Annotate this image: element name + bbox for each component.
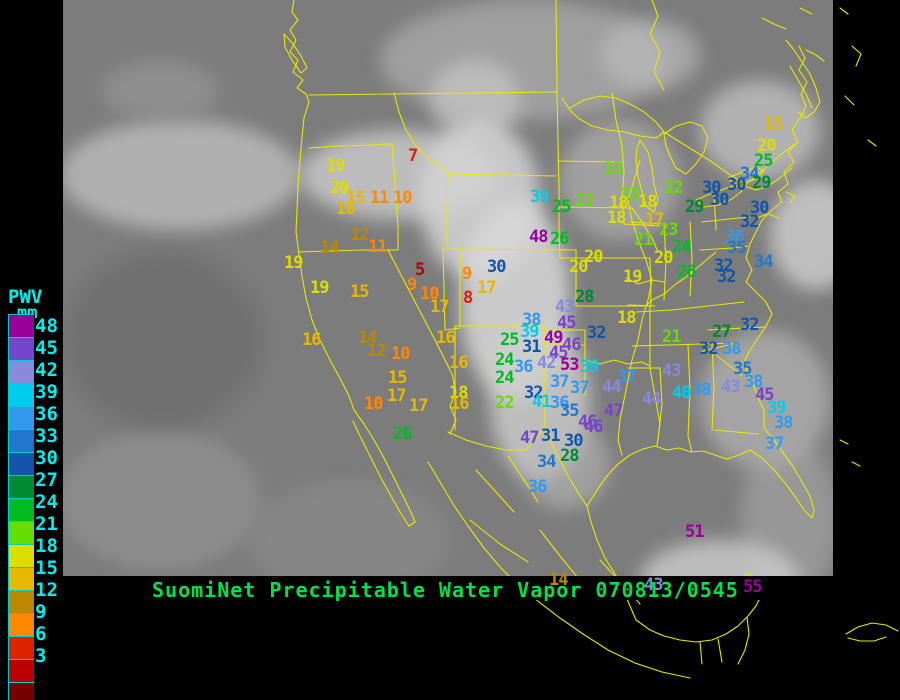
legend-swatch: [9, 567, 34, 590]
cloud-blob: [770, 180, 833, 290]
image-title: SuomiNet Precipitable Water Vapor 070813…: [152, 578, 739, 602]
legend-value-label: 30: [35, 447, 58, 469]
legend-swatch: [9, 682, 34, 700]
cloud-blob: [560, 120, 680, 240]
legend-value-label: 3: [35, 645, 47, 667]
cloud-blob: [63, 250, 263, 430]
legend-value-label: 18: [35, 535, 58, 557]
satellite-image: [63, 0, 833, 598]
cloud-blob: [520, 420, 610, 510]
yucatan-borders: [699, 616, 750, 665]
legend-value-label: 6: [35, 623, 47, 645]
legend-value-label: 27: [35, 469, 58, 491]
cuba-outline: [845, 622, 899, 642]
legend-swatch: [9, 360, 34, 383]
legend-value-label: 9: [35, 601, 47, 623]
legend-swatch: [9, 383, 34, 406]
legend-swatch: [9, 429, 34, 452]
legend-swatch: [9, 337, 34, 360]
legend-value-label: 33: [35, 425, 58, 447]
legend-title: PWV: [8, 286, 43, 308]
legend-colorbar: [8, 314, 34, 700]
legend-value-label: 48: [35, 315, 58, 337]
legend-value-label: 42: [35, 359, 58, 381]
cloud-blob: [100, 60, 220, 120]
legend-swatch: [9, 590, 34, 613]
legend-value-label: 39: [35, 381, 58, 403]
legend-swatch: [9, 314, 34, 337]
cloud-blob: [700, 80, 820, 180]
legend-swatch: [9, 406, 34, 429]
cloud-blob: [63, 120, 300, 230]
legend-swatch: [9, 475, 34, 498]
legend-swatch: [9, 659, 34, 682]
legend-swatch: [9, 521, 34, 544]
legend-swatch: [9, 636, 34, 659]
cloud-blob: [600, 20, 700, 90]
title-bar: SuomiNet Precipitable Water Vapor 070813…: [152, 578, 739, 602]
legend-value-label: 45: [35, 337, 58, 359]
legend-value-label: 15: [35, 557, 58, 579]
legend-value-label: 12: [35, 579, 58, 601]
legend-swatch: [9, 498, 34, 521]
legend-value-label: 21: [35, 513, 58, 535]
legend-swatch: [9, 613, 34, 636]
legend-swatch: [9, 544, 34, 567]
legend-value-label: 24: [35, 491, 58, 513]
legend-value-label: 36: [35, 403, 58, 425]
bahamas-ticks: [839, 439, 861, 467]
legend-swatch: [9, 452, 34, 475]
cloud-blob: [63, 430, 260, 570]
newfoundland-bits: [839, 7, 877, 147]
